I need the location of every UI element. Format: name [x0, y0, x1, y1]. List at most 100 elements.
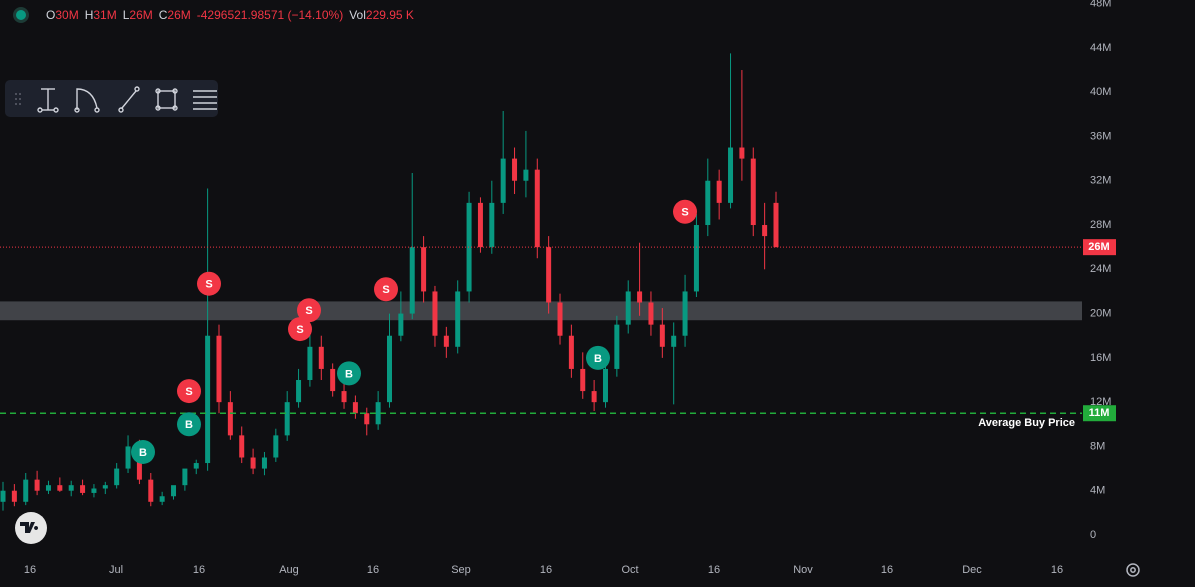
candle-body: [148, 479, 154, 502]
legend-volume: Vol229.95 K: [349, 8, 414, 22]
candle-body: [125, 446, 131, 469]
trade-marker: [673, 199, 697, 224]
candle-body: [216, 335, 222, 403]
candle-body: [239, 435, 245, 458]
candle-body: [466, 202, 472, 292]
x-tick-label: 16: [881, 564, 893, 576]
candle-body: [34, 479, 40, 491]
trade-marker-label: S: [296, 324, 303, 336]
legend-value: 26M: [167, 8, 191, 22]
tool-curve[interactable]: [74, 88, 100, 113]
y-tick-label: 4M: [1090, 485, 1105, 497]
trade-marker: [177, 412, 201, 437]
candle-body: [614, 324, 620, 369]
legend-item: L26M: [123, 8, 153, 22]
trade-marker: [177, 379, 201, 404]
legend-key: Vol: [349, 8, 366, 22]
legend-value: 31M: [93, 8, 117, 22]
candle-body: [0, 490, 6, 502]
candle-body: [250, 457, 256, 469]
status-dot: [16, 10, 26, 20]
tool-line[interactable]: [118, 86, 140, 113]
candle-body: [432, 291, 438, 336]
trade-marker: [586, 345, 610, 370]
candle-body: [659, 324, 665, 347]
tool-measure[interactable]: [37, 88, 59, 113]
candle-body: [762, 225, 768, 237]
candle-body: [750, 158, 756, 226]
x-tick-label: 16: [708, 564, 720, 576]
ohlc-legend: O30M H31M L26M C26M -4296521.98571 (−14.10%)…: [16, 8, 414, 22]
candle-body: [91, 488, 97, 493]
y-tick-label: 8M: [1090, 440, 1105, 452]
candle-body: [500, 158, 506, 203]
x-tick-label: Jul: [109, 564, 123, 576]
trade-marker: [374, 277, 398, 302]
candle-body: [375, 402, 381, 425]
legend-change: -4296521.98571 (−14.10%): [196, 8, 344, 22]
y-tick-label: 20M: [1090, 307, 1111, 319]
candle-body: [352, 402, 358, 414]
legend-value: 229.95 K: [365, 8, 414, 22]
trade-marker-label: S: [205, 279, 212, 291]
legend-key: H: [84, 8, 94, 22]
candle-body: [534, 169, 540, 248]
candle-body: [296, 380, 302, 403]
candle-body: [489, 202, 495, 248]
legend-item: H31M: [85, 8, 117, 22]
candle-body: [182, 468, 188, 486]
candle-body: [455, 291, 461, 347]
candle-body: [11, 490, 17, 502]
y-tick-label: 12M: [1090, 396, 1111, 408]
candle-body: [159, 496, 165, 502]
trade-marker-label: S: [185, 386, 192, 398]
tool-fib[interactable]: [193, 90, 217, 110]
candle-body: [307, 346, 313, 381]
y-tick-label: 44M: [1090, 42, 1111, 54]
legend-key: L: [122, 8, 130, 22]
x-tick-label: Nov: [793, 564, 813, 576]
candle-body: [557, 302, 563, 336]
candle-body: [318, 346, 324, 369]
trade-marker: [337, 361, 361, 386]
candle-body: [284, 402, 290, 436]
x-tick-label: Oct: [621, 564, 638, 576]
x-tick-label: 16: [24, 564, 36, 576]
x-tick-label: Aug: [279, 564, 299, 576]
candle-body: [568, 335, 574, 369]
x-tick-label: Sep: [451, 564, 471, 576]
trade-marker-label: B: [139, 447, 147, 459]
candle-body: [591, 391, 597, 403]
candle-body: [364, 413, 370, 425]
y-tick-label: 28M: [1090, 219, 1111, 231]
candle-body: [512, 158, 518, 181]
legend-item: C26M: [159, 8, 191, 22]
legend-key: O: [46, 8, 56, 22]
y-tick-label: 24M: [1090, 263, 1111, 275]
candle-body: [227, 402, 233, 436]
tool-rect[interactable]: [155, 88, 178, 111]
drawing-toolbar: [5, 80, 218, 117]
trade-marker: [131, 439, 155, 464]
trade-marker: [197, 271, 221, 296]
candle-body: [341, 391, 347, 403]
candle-body: [330, 368, 336, 392]
candle-body: [273, 435, 279, 458]
candle-body: [648, 302, 654, 325]
candle-body: [739, 147, 745, 159]
settings-icon[interactable]: [1126, 563, 1140, 577]
candle-body: [409, 247, 415, 314]
trade-marker-label: B: [185, 419, 193, 431]
candle-body: [705, 180, 711, 226]
candle-body: [193, 463, 199, 469]
candle-body: [23, 479, 29, 502]
candle-body: [114, 468, 120, 486]
x-tick-label: 16: [1051, 564, 1063, 576]
candle-body: [693, 225, 699, 292]
candle-body: [716, 180, 722, 203]
candle-body: [387, 335, 392, 403]
candle-body: [671, 335, 677, 347]
y-tick-label: 32M: [1090, 175, 1111, 187]
y-tick-label: 0: [1090, 529, 1096, 541]
